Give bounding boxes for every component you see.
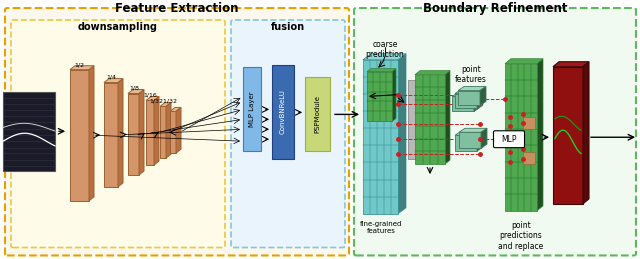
Polygon shape xyxy=(505,59,543,64)
Polygon shape xyxy=(146,100,154,165)
Text: MLP Layer: MLP Layer xyxy=(249,91,255,127)
Polygon shape xyxy=(505,64,537,211)
FancyBboxPatch shape xyxy=(231,20,345,248)
Bar xyxy=(3,91,55,171)
Bar xyxy=(408,80,438,159)
Polygon shape xyxy=(176,107,181,153)
Polygon shape xyxy=(474,92,480,111)
Text: Boundary Refinement: Boundary Refinement xyxy=(423,2,567,15)
Bar xyxy=(272,65,294,159)
Polygon shape xyxy=(553,62,589,67)
Text: ConvBNReLU: ConvBNReLU xyxy=(280,89,286,134)
Polygon shape xyxy=(415,75,445,164)
FancyBboxPatch shape xyxy=(354,8,636,255)
Polygon shape xyxy=(154,97,159,165)
Text: MLP: MLP xyxy=(501,135,516,144)
Polygon shape xyxy=(583,62,589,204)
Polygon shape xyxy=(70,66,94,70)
Polygon shape xyxy=(139,90,144,175)
Polygon shape xyxy=(128,93,139,175)
Polygon shape xyxy=(481,128,487,148)
Polygon shape xyxy=(367,69,396,72)
Polygon shape xyxy=(160,103,171,106)
Polygon shape xyxy=(537,59,543,211)
Polygon shape xyxy=(170,107,181,111)
Polygon shape xyxy=(170,111,176,153)
Polygon shape xyxy=(166,103,171,158)
Polygon shape xyxy=(459,128,487,132)
Polygon shape xyxy=(480,87,486,105)
Text: fine-grained
features: fine-grained features xyxy=(360,221,402,234)
Polygon shape xyxy=(452,97,474,111)
Polygon shape xyxy=(104,83,118,187)
FancyBboxPatch shape xyxy=(11,20,225,248)
Polygon shape xyxy=(455,93,477,109)
Text: fusion: fusion xyxy=(271,22,305,32)
Polygon shape xyxy=(128,90,144,93)
Polygon shape xyxy=(477,131,483,151)
Polygon shape xyxy=(452,92,480,97)
Bar xyxy=(305,77,330,151)
Polygon shape xyxy=(553,67,583,204)
Bar xyxy=(243,67,261,151)
Polygon shape xyxy=(89,66,94,201)
Polygon shape xyxy=(146,97,159,100)
Polygon shape xyxy=(455,90,483,93)
Polygon shape xyxy=(455,131,483,135)
Polygon shape xyxy=(445,71,450,164)
Polygon shape xyxy=(459,132,481,148)
Polygon shape xyxy=(70,70,89,201)
Text: point
features: point features xyxy=(455,65,487,84)
FancyBboxPatch shape xyxy=(5,8,349,255)
Text: 1/8: 1/8 xyxy=(129,85,139,91)
Text: 1/16: 1/16 xyxy=(143,92,157,97)
Polygon shape xyxy=(367,72,392,121)
Polygon shape xyxy=(118,79,123,187)
Polygon shape xyxy=(415,71,450,75)
Bar xyxy=(523,117,535,129)
Text: PSPModule: PSPModule xyxy=(314,95,321,133)
Polygon shape xyxy=(398,54,406,214)
Text: 1/2: 1/2 xyxy=(74,63,84,68)
Bar xyxy=(523,152,535,164)
Text: Feature Extraction: Feature Extraction xyxy=(115,2,239,15)
Polygon shape xyxy=(455,135,477,151)
Text: downsampling: downsampling xyxy=(78,22,158,32)
Polygon shape xyxy=(363,60,398,214)
Text: coarse
prediction: coarse prediction xyxy=(365,40,404,59)
Text: point
predictions
and replace: point predictions and replace xyxy=(499,221,543,250)
Polygon shape xyxy=(104,79,123,83)
Polygon shape xyxy=(363,54,406,60)
FancyBboxPatch shape xyxy=(493,131,525,148)
Polygon shape xyxy=(458,87,486,91)
Polygon shape xyxy=(392,69,396,121)
Text: 1/321/32: 1/321/32 xyxy=(149,98,177,103)
Text: 1/4: 1/4 xyxy=(106,75,116,80)
Polygon shape xyxy=(477,90,483,109)
Polygon shape xyxy=(458,91,480,105)
Polygon shape xyxy=(160,106,166,158)
